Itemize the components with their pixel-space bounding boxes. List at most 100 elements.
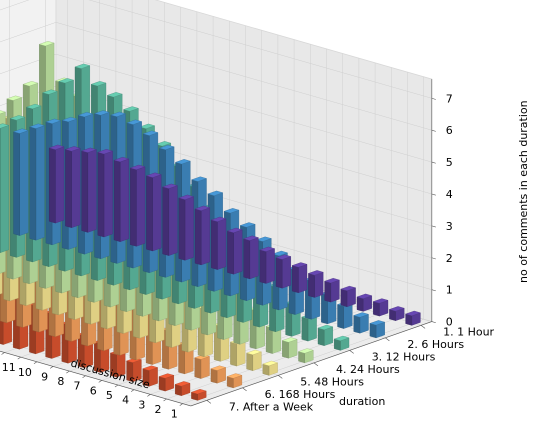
bar-face-right <box>282 341 288 359</box>
bar-face-right <box>302 317 308 341</box>
bar-face-left <box>282 257 291 289</box>
bar <box>406 311 421 325</box>
bar <box>354 313 369 334</box>
bar-face-right <box>325 281 331 302</box>
bar-face-right <box>341 289 347 307</box>
z-tick-mark <box>432 226 436 227</box>
bar-face-left <box>266 249 275 284</box>
x-tick-mark <box>164 399 167 401</box>
bar <box>65 146 80 227</box>
bar-face-left <box>72 148 81 228</box>
bar <box>49 145 64 223</box>
y-tick-mark <box>385 338 389 341</box>
bar <box>370 320 385 338</box>
y-axis-label: duration <box>339 395 385 408</box>
bar <box>159 374 174 392</box>
bar-face-left <box>237 341 246 366</box>
bar-face-right <box>14 132 20 236</box>
bar-face-left <box>169 186 178 256</box>
x-tick-label: 6 <box>90 384 97 397</box>
bar <box>308 270 323 297</box>
bar-face-left <box>360 314 369 333</box>
bar-face-right <box>308 273 314 297</box>
bar-face-left <box>136 167 145 247</box>
z-tick-mark <box>432 98 436 99</box>
bar <box>357 294 372 312</box>
z-tick-label: 5 <box>446 156 453 169</box>
bar <box>389 306 404 320</box>
z-tick-mark <box>432 194 436 195</box>
bar <box>341 286 356 307</box>
bar <box>163 184 178 256</box>
x-tick-label: 5 <box>106 389 113 402</box>
bar <box>146 173 161 251</box>
bar-face-left <box>324 327 333 346</box>
bar-face-left <box>217 219 226 270</box>
y-tick-label: 2. 6 Hours <box>407 338 464 351</box>
bar <box>247 350 262 371</box>
bar-face-left <box>234 230 243 274</box>
bar <box>334 336 349 350</box>
bar <box>195 355 210 379</box>
bar-face-right <box>179 198 185 260</box>
bar-face-left <box>250 238 259 279</box>
bar <box>227 228 242 274</box>
bar <box>130 165 145 246</box>
x-tick-label: 4 <box>122 394 129 407</box>
bar-face-left <box>153 175 162 251</box>
bar-face-left <box>289 339 298 358</box>
x-tick-mark <box>131 390 134 392</box>
y-tick-mark <box>243 388 247 391</box>
bar <box>195 206 210 265</box>
bar-face-left <box>344 303 353 328</box>
bar-face-right <box>230 342 236 366</box>
x-tick-label: 2 <box>155 403 162 416</box>
bar-face-left <box>308 316 317 341</box>
x-tick-label: 1 <box>171 408 178 421</box>
x-tick-label: 9 <box>41 370 48 383</box>
y-tick-label: 7. After a Week <box>229 400 314 413</box>
bar-face-left <box>55 147 64 223</box>
z-tick-label: 3 <box>446 220 453 233</box>
z-tick-mark <box>432 322 436 323</box>
bar <box>98 149 113 237</box>
bar-face-right <box>354 316 360 334</box>
bar-face-right <box>292 266 298 293</box>
x-tick-mark <box>2 352 5 354</box>
z-tick-label: 2 <box>446 252 453 265</box>
bar-face-right <box>211 220 217 270</box>
bar-face-right <box>195 209 201 265</box>
x-tick-mark <box>83 376 86 378</box>
z-tick-mark <box>432 162 436 163</box>
bar-face-left <box>149 368 158 387</box>
bar <box>263 361 278 375</box>
bar-face-right <box>260 250 266 284</box>
z-tick-label: 7 <box>446 92 453 105</box>
bar <box>244 236 259 279</box>
bar <box>30 124 45 240</box>
bar <box>14 129 29 236</box>
bar-face-right <box>82 151 88 233</box>
x-tick-mark <box>180 404 183 406</box>
bar-face-right <box>159 377 165 392</box>
z-tick-label: 4 <box>446 188 453 201</box>
bar-face-right <box>49 148 55 223</box>
y-tick-label: 3. 12 Hours <box>372 350 436 363</box>
y-tick-mark <box>278 375 282 378</box>
bar-face-left <box>88 150 97 233</box>
bar <box>114 157 129 242</box>
bar-face-right <box>373 302 379 317</box>
bar-face-right <box>338 305 344 329</box>
bar-face-right <box>247 353 253 371</box>
bar <box>260 247 275 284</box>
y-tick-label: 4. 24 Hours <box>336 363 400 376</box>
bar-face-left <box>185 197 194 261</box>
bar-face-right <box>114 160 120 242</box>
bar-face-left <box>104 151 113 237</box>
y-tick-label: 5. 48 Hours <box>300 375 364 388</box>
bar-face-right <box>98 152 104 237</box>
bar <box>82 148 97 233</box>
bar <box>276 255 291 289</box>
bar <box>211 217 226 270</box>
